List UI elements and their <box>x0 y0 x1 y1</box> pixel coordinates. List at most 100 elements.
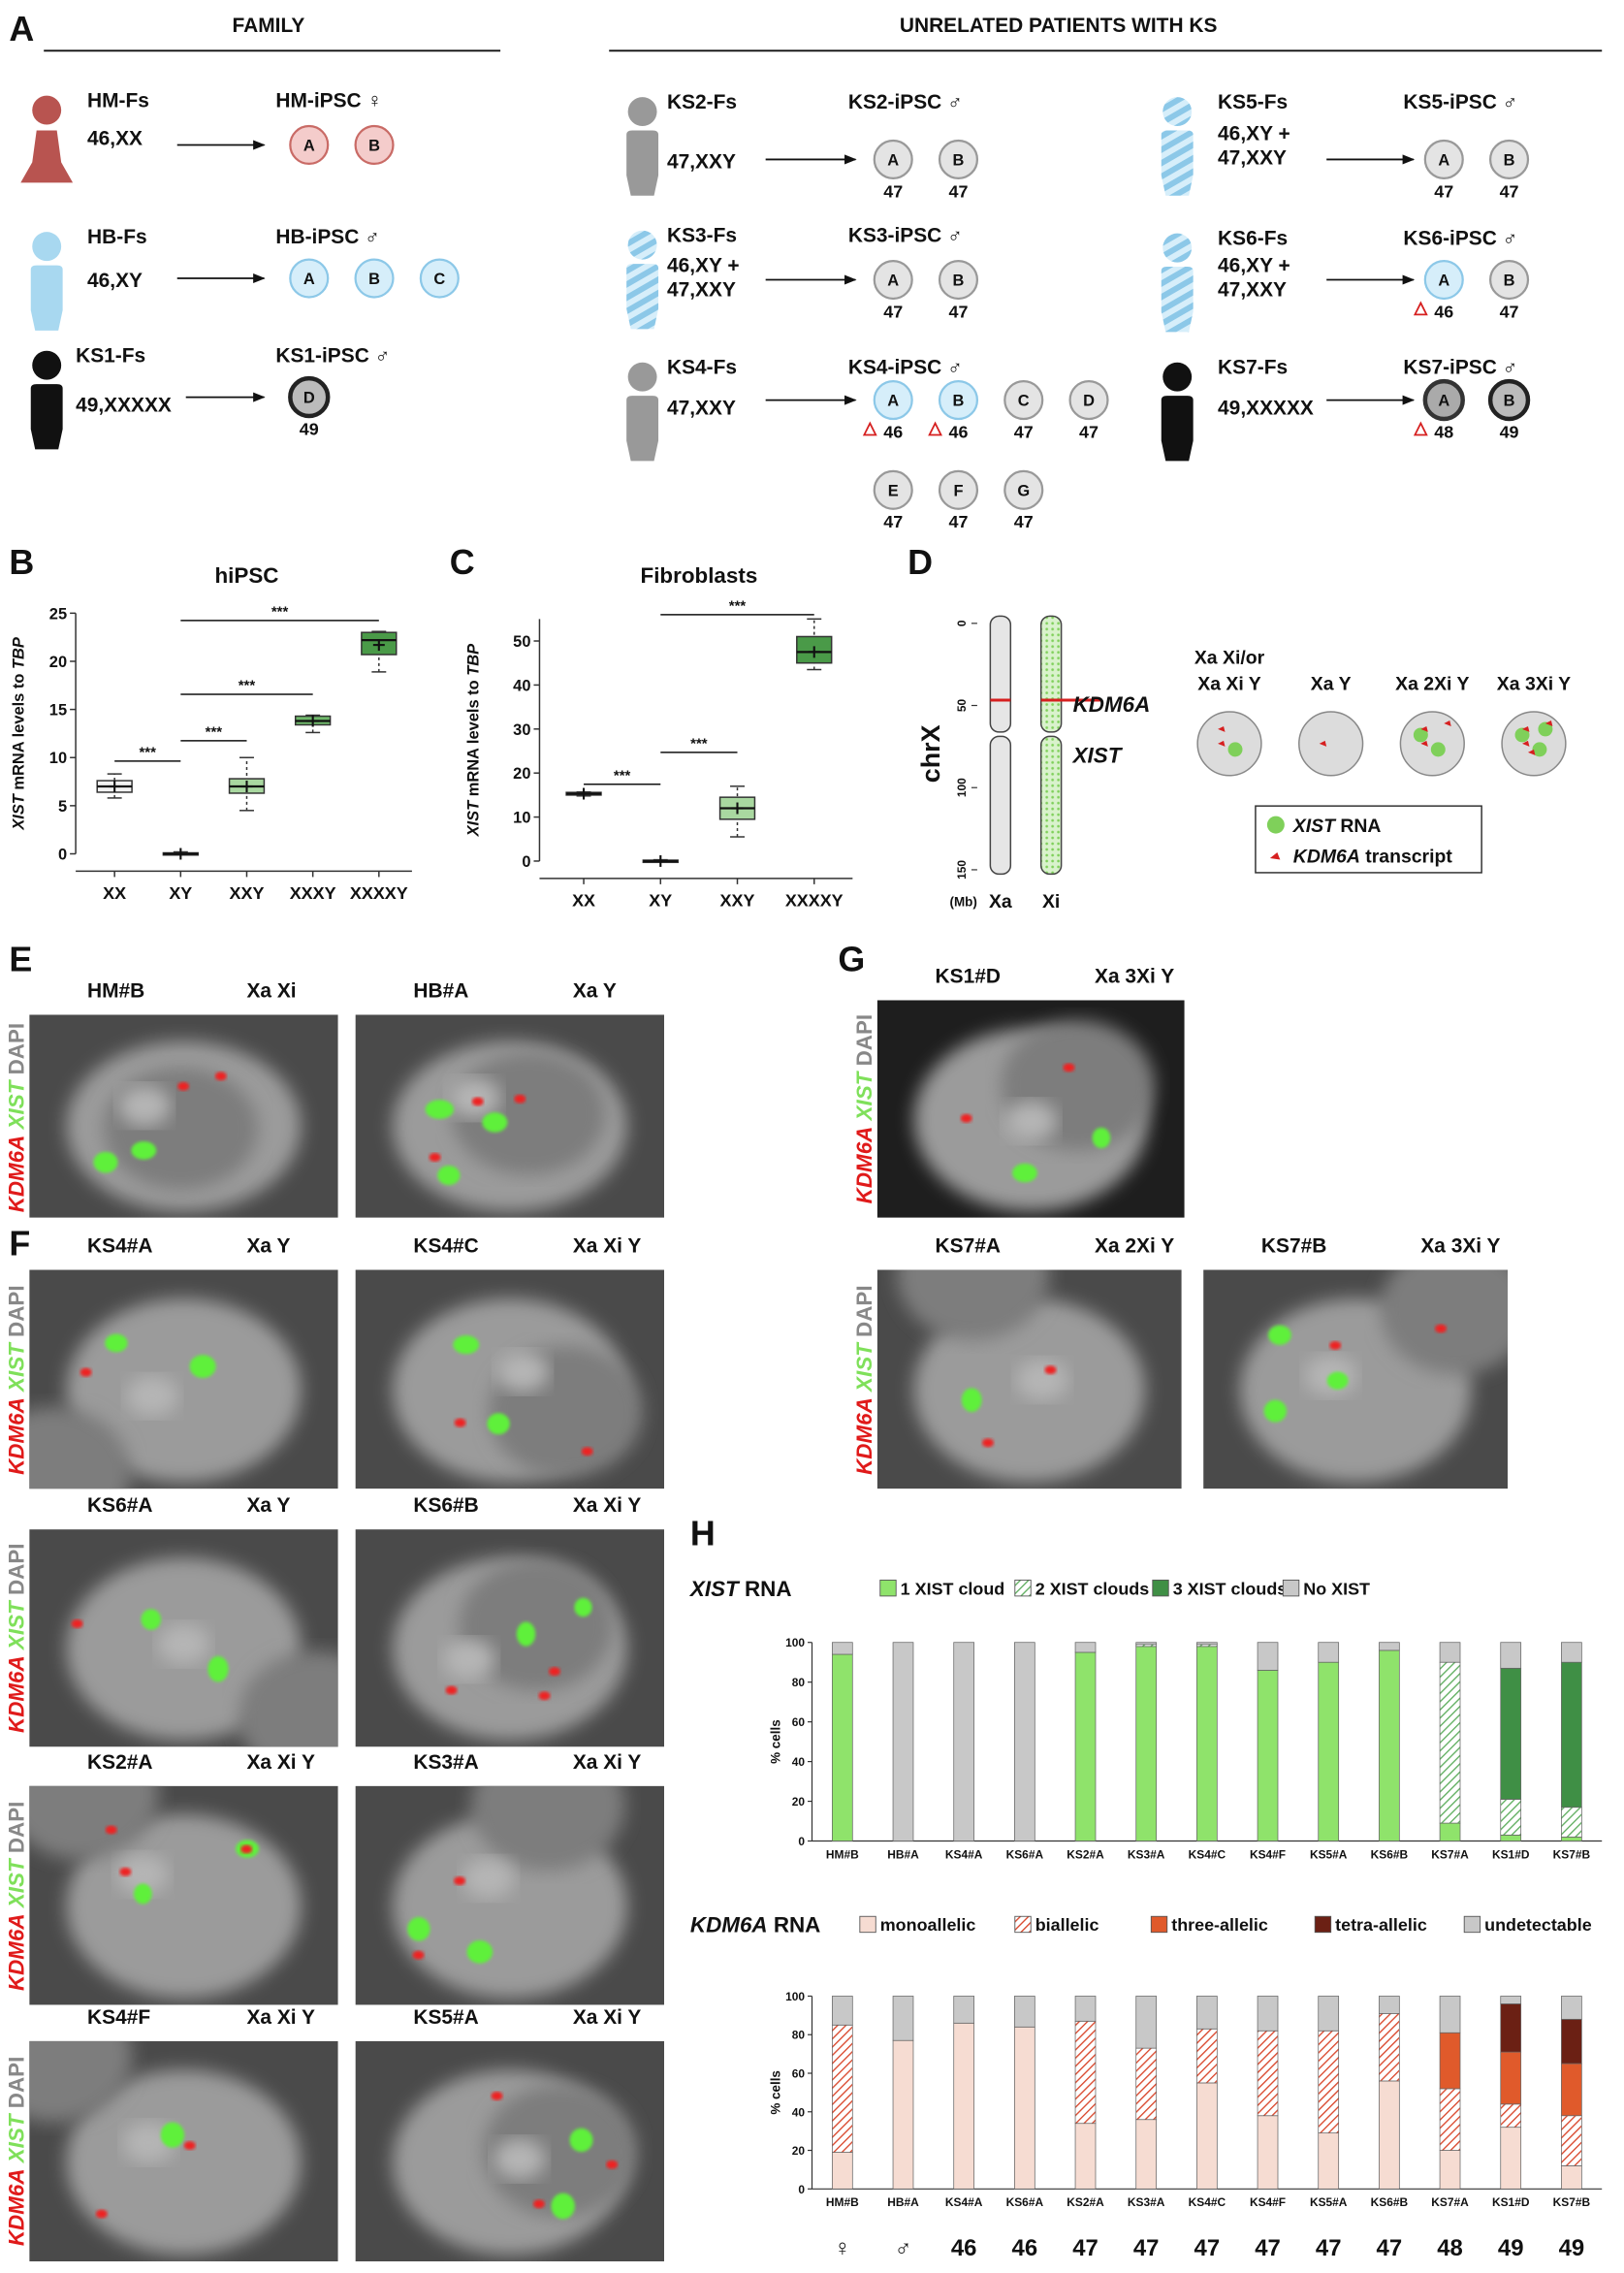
bar-segment <box>1439 2150 1461 2190</box>
micrograph <box>29 2040 338 2262</box>
stain-label-part: KDM6A <box>852 1397 876 1475</box>
x-tick-label: KS2#A <box>1067 1847 1104 1861</box>
nucleolus <box>442 1639 495 1681</box>
karyotype-footer: 46 <box>1012 2235 1038 2261</box>
y-tick-label: 5 <box>58 798 67 816</box>
legend-swatch <box>1463 1915 1481 1934</box>
nucleolus <box>1015 1360 1068 1400</box>
bar-segment <box>1500 2127 1522 2190</box>
bar-segment <box>1074 2123 1097 2190</box>
y-axis-label-part: XIST <box>10 792 27 830</box>
clone-karyotype: 49 <box>300 419 319 438</box>
clone <box>938 259 979 301</box>
clone-karyotype: 47 <box>1500 302 1519 321</box>
bar-segment <box>1257 1996 1279 2032</box>
kdm6a-signal <box>240 1844 253 1854</box>
panel-label: H <box>690 1515 716 1553</box>
sample-label: HM#B <box>87 979 144 1002</box>
state-label: Xa 3Xi Y <box>1420 1235 1500 1258</box>
stain-label-part: KDM6A <box>4 1397 28 1475</box>
x-tick-label: HM#B <box>826 1847 859 1861</box>
karyotype-footer: ♂ <box>895 2235 912 2261</box>
bar-segment <box>1196 2028 1218 2084</box>
karyotype: 46,XX <box>87 127 143 149</box>
y-tick-label: 60 <box>792 2066 806 2080</box>
state-label: Xa Y <box>573 979 617 1002</box>
x-tick-label: KS3#A <box>1128 2195 1165 2209</box>
bar-segment <box>1439 1642 1461 1663</box>
bar-segment <box>1074 1651 1097 1841</box>
y-tick-label: 100 <box>785 1990 805 2003</box>
y-tick-label: 100 <box>785 1636 805 1649</box>
bar-segment <box>1379 2012 1400 2082</box>
aberration-flag <box>1413 421 1428 436</box>
karyotype-footer: 46 <box>951 2235 977 2261</box>
xist-cloud <box>1430 742 1446 757</box>
clone-id: C <box>1018 393 1030 410</box>
bar-segment <box>953 1996 975 2024</box>
person-body <box>20 130 74 183</box>
kdm6a-signal <box>80 1367 92 1377</box>
fibroblast-label: HM-Fs <box>87 90 149 112</box>
bar-segment <box>1439 1996 1461 2033</box>
karyotype-footer: 47 <box>1255 2235 1281 2261</box>
xist-signal <box>131 1141 157 1160</box>
karyotype: 49,XXXXX <box>1218 398 1314 420</box>
y-axis-label: % cells <box>769 2070 783 2115</box>
micrograph <box>29 1014 338 1218</box>
bar-segment <box>831 1653 853 1841</box>
x-tick-label: KS1#D <box>1492 1847 1530 1861</box>
kdm6a-signal <box>981 1438 994 1448</box>
clone-id: A <box>1438 393 1449 410</box>
clone-id: A <box>1438 272 1449 289</box>
xist-signal <box>1263 1399 1288 1423</box>
y-axis-label-part: TBP <box>465 644 483 676</box>
bar-segment <box>1379 2080 1400 2190</box>
panel-label: B <box>9 543 34 582</box>
bar-segment <box>1561 1837 1582 1841</box>
y-tick-label: 60 <box>792 1715 806 1729</box>
clone <box>1487 378 1531 422</box>
state-label: Xa Xi Y <box>573 2006 642 2029</box>
stain-label-part: DAPI <box>852 1014 876 1072</box>
karyotype: 46,XY + <box>1218 122 1290 144</box>
legend-swatch <box>1150 1915 1168 1934</box>
y-axis-label-part: mRNA levels to <box>10 669 27 794</box>
person-head <box>627 362 657 392</box>
clone-id: A <box>887 272 899 289</box>
stain-label-part: XIST <box>852 1341 876 1397</box>
chart-title: KDM6A RNA <box>690 1913 820 1937</box>
xist-signal <box>189 1355 216 1378</box>
legend-swatch <box>1282 1579 1300 1597</box>
y-tick-label: 20 <box>792 2144 806 2158</box>
bar-segment <box>1014 1642 1035 1841</box>
legend-label: undetectable <box>1484 1915 1592 1935</box>
stain-label: KDM6A XIST DAPI <box>852 1014 876 1203</box>
clone-id: A <box>1438 151 1449 169</box>
chart-title-part: KDM6A <box>690 1913 768 1937</box>
bar-segment <box>1500 1799 1522 1836</box>
fibroblast-label: KS6-Fs <box>1218 228 1288 250</box>
legend-entry: XIST RNA <box>1292 816 1382 837</box>
person-body <box>1161 267 1194 333</box>
stain-label-part: DAPI <box>4 1285 28 1343</box>
y-axis-label: XIST mRNA levels to TBP <box>10 637 27 831</box>
bar-segment <box>1500 1667 1522 1800</box>
clone <box>873 469 913 510</box>
x-tick-label: KS7#A <box>1431 2195 1469 2209</box>
state-label: Xa Xi Y <box>246 2006 315 2029</box>
significance: *** <box>729 597 747 614</box>
person-head <box>627 97 657 127</box>
stain-label-part: DAPI <box>4 1802 28 1860</box>
person-body <box>30 384 63 450</box>
panel-label: A <box>9 10 34 48</box>
nucleolus <box>462 1858 515 1899</box>
legend-box <box>1255 805 1482 874</box>
y-axis-label-part: XIST <box>465 799 483 837</box>
karyotype: 47,XXY <box>667 150 736 173</box>
kdm6a-signal <box>581 1447 593 1457</box>
bar-segment <box>1074 1642 1097 1653</box>
clone-id: B <box>1504 151 1515 169</box>
legend-swatch <box>1014 1915 1032 1934</box>
